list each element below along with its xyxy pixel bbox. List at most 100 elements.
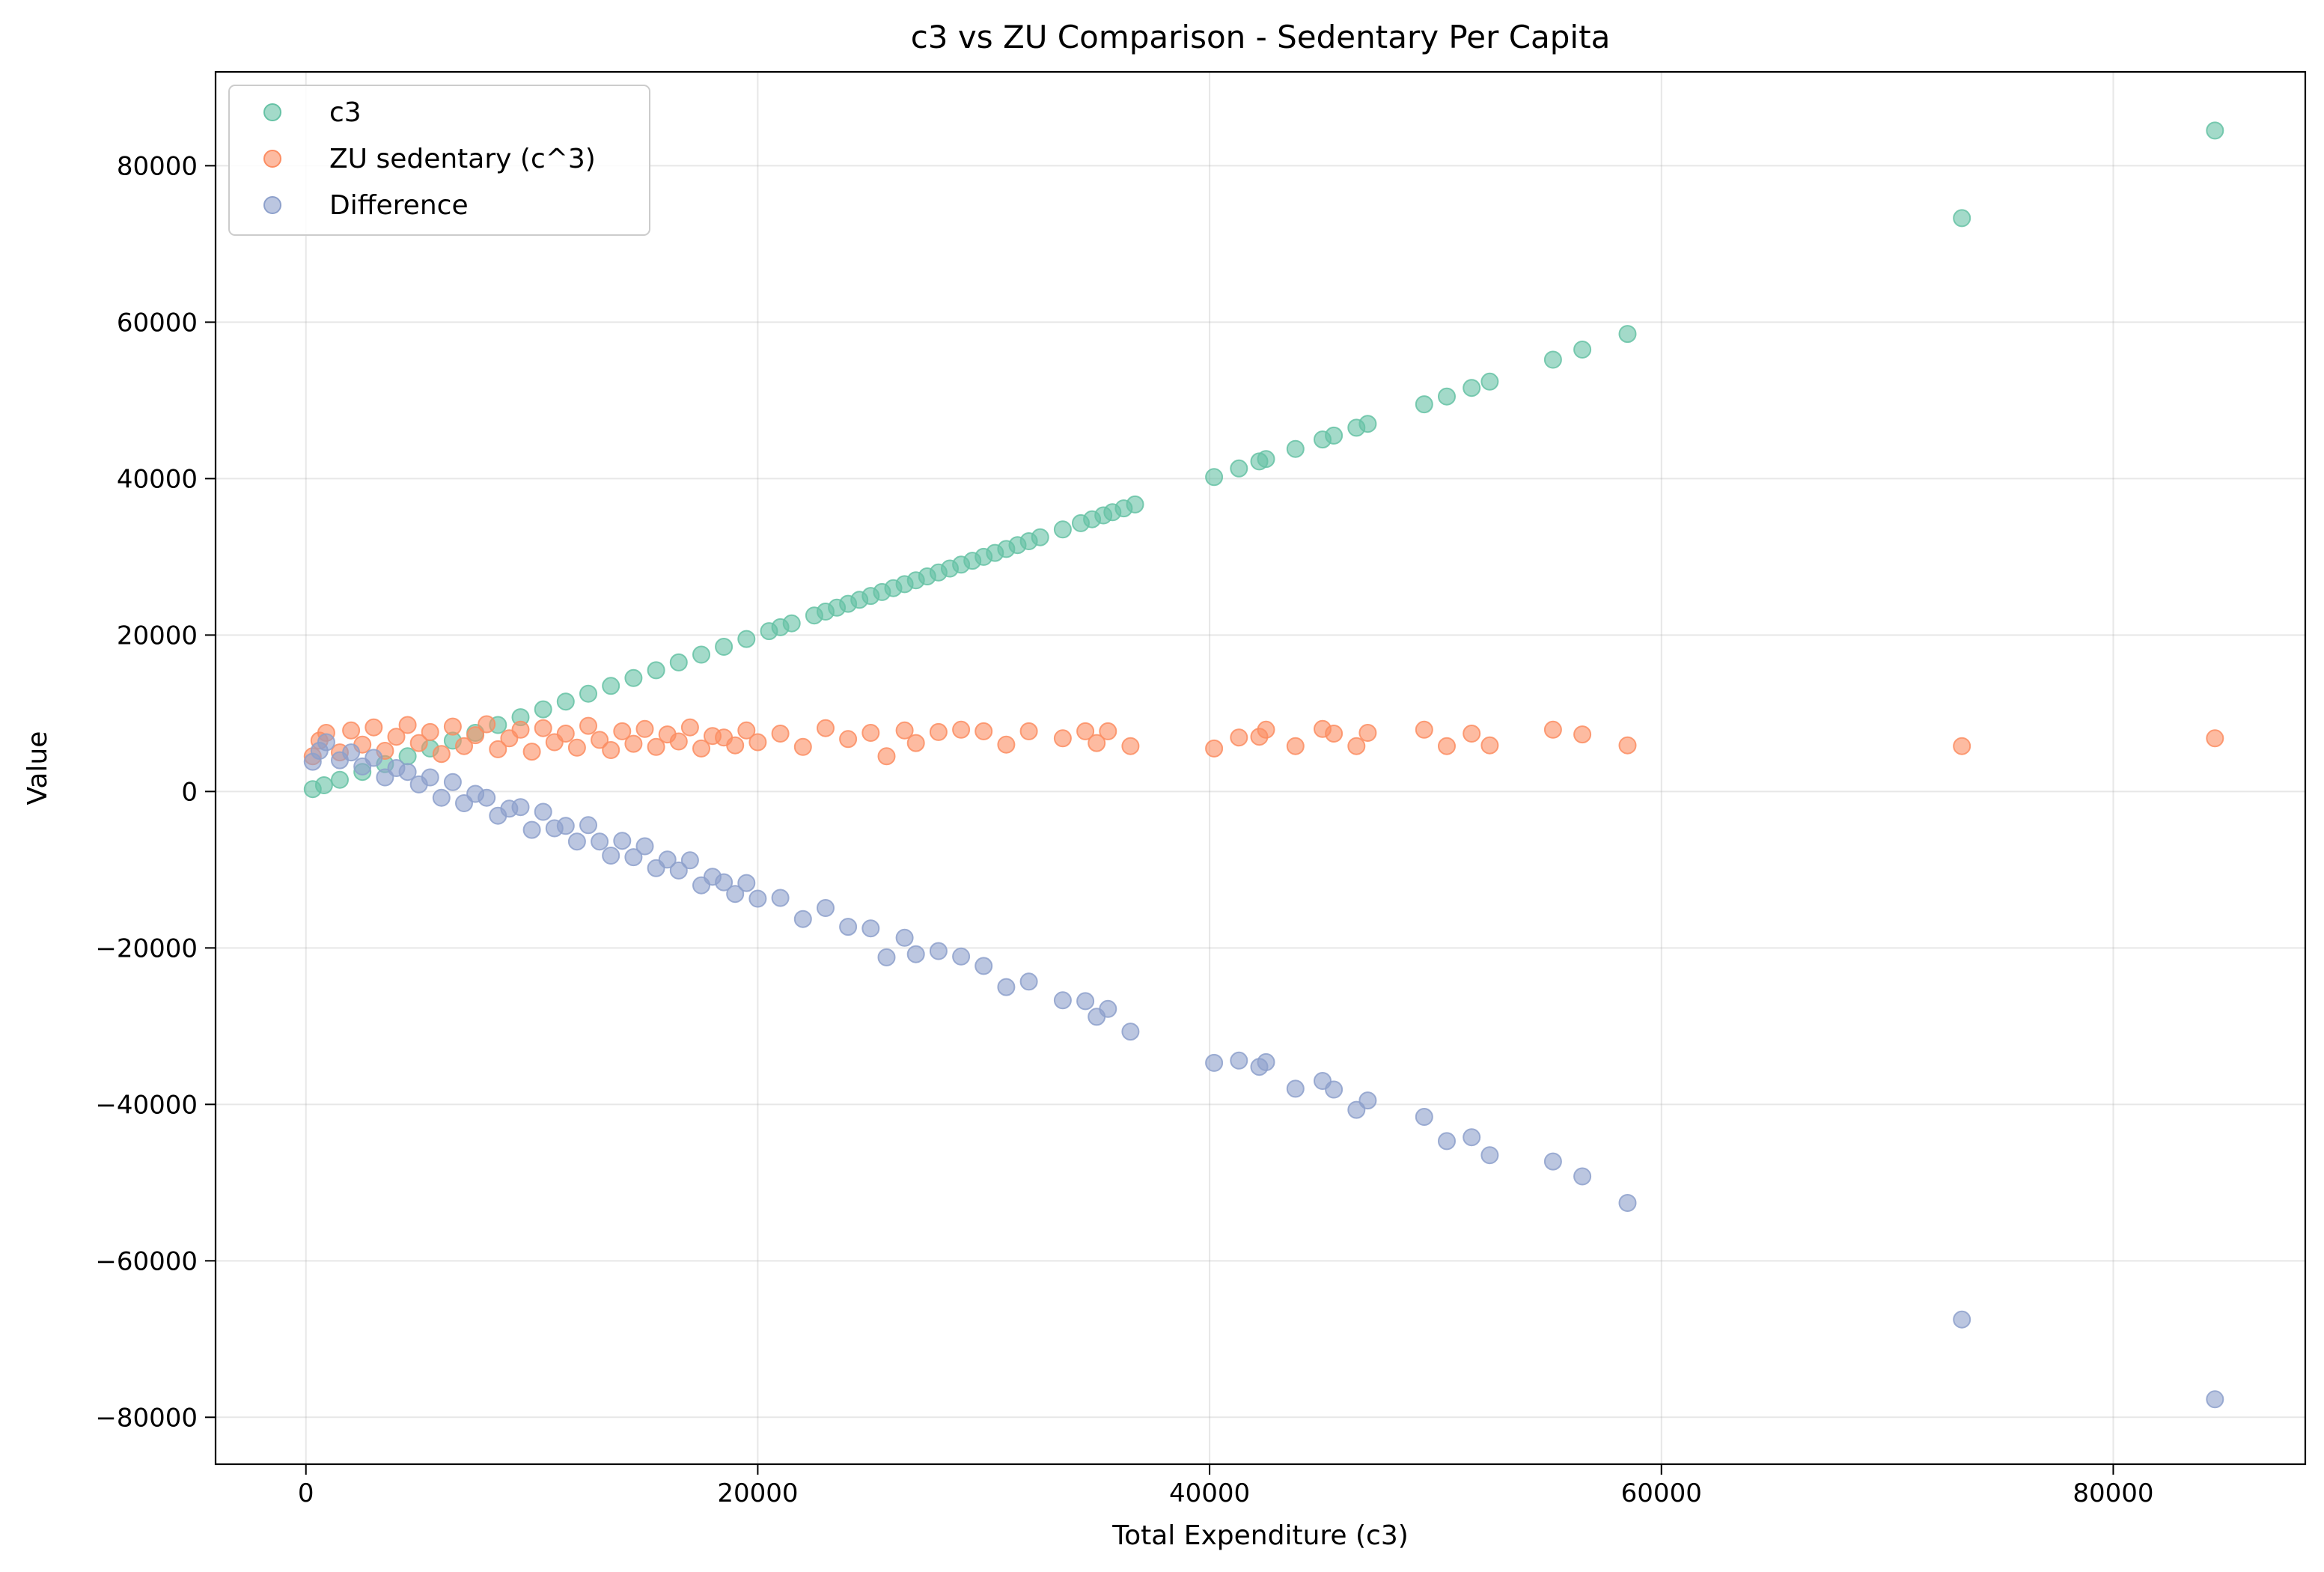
data-point <box>1480 372 1499 391</box>
data-point <box>1205 1053 1224 1072</box>
data-point <box>579 716 597 735</box>
data-point <box>1573 341 1592 359</box>
data-point <box>1099 999 1117 1018</box>
data-point <box>314 776 333 794</box>
data-point <box>1019 972 1038 991</box>
data-point <box>895 928 914 947</box>
data-point <box>556 817 575 835</box>
data-point <box>1415 720 1433 739</box>
legend-marker-zu-sedentary <box>263 150 281 168</box>
data-point <box>1618 736 1637 755</box>
data-point <box>771 725 790 743</box>
y-tick-label: 40000 <box>117 464 198 494</box>
data-point <box>613 832 632 850</box>
data-point <box>1257 1052 1275 1071</box>
data-point <box>748 889 767 908</box>
data-point <box>817 719 835 737</box>
data-point <box>579 816 597 835</box>
data-point <box>567 738 586 757</box>
data-point <box>647 661 665 680</box>
data-point <box>793 910 812 928</box>
data-point <box>906 945 925 963</box>
data-point <box>1205 739 1224 758</box>
data-point <box>522 743 541 761</box>
data-point <box>1121 737 1140 755</box>
x-tick-label: 20000 <box>717 1478 798 1508</box>
data-point <box>365 718 383 737</box>
data-point <box>342 721 361 740</box>
data-point <box>466 726 485 745</box>
data-point <box>1480 1146 1499 1165</box>
data-point <box>1053 991 1072 1010</box>
data-point <box>861 919 880 938</box>
data-point <box>1543 350 1562 369</box>
data-point <box>1286 1079 1305 1098</box>
data-point <box>929 942 948 960</box>
series-0 <box>303 121 2224 799</box>
data-point <box>669 653 688 671</box>
data-point <box>793 737 812 756</box>
data-point <box>331 770 349 789</box>
data-point <box>929 722 948 741</box>
data-point <box>624 668 643 687</box>
legend: c3 ZU sedentary (c^3) Difference <box>228 85 650 236</box>
data-point <box>1076 722 1095 740</box>
data-points <box>303 121 2224 1409</box>
data-point <box>421 722 439 741</box>
data-point <box>692 645 710 664</box>
data-point <box>1463 1128 1481 1147</box>
data-point <box>1121 1023 1140 1041</box>
data-point <box>398 716 417 734</box>
data-point <box>782 614 801 633</box>
data-point <box>1438 387 1456 406</box>
data-point <box>737 874 756 892</box>
data-point <box>1543 1152 1562 1171</box>
data-point <box>1463 379 1481 397</box>
data-point <box>455 737 473 755</box>
data-point <box>1358 724 1377 742</box>
y-tick-label: −40000 <box>95 1090 198 1120</box>
data-point <box>534 719 552 737</box>
data-point <box>1076 992 1095 1011</box>
data-point <box>1325 426 1344 445</box>
data-point <box>1257 720 1275 739</box>
data-point <box>1257 450 1275 469</box>
data-point <box>748 733 767 752</box>
data-point <box>556 692 575 711</box>
data-point <box>432 745 451 764</box>
data-point <box>1325 725 1344 743</box>
data-point <box>647 737 665 756</box>
data-point <box>952 720 971 739</box>
data-point <box>1347 737 1366 755</box>
data-point <box>1286 737 1305 755</box>
data-point <box>624 848 643 867</box>
data-point <box>680 718 699 737</box>
data-point <box>1573 725 1592 744</box>
x-axis-ticks: 0 20000 40000 60000 80000 <box>298 1464 2154 1508</box>
data-point <box>1230 1051 1248 1070</box>
data-point <box>658 850 677 869</box>
y-tick-label: 80000 <box>117 151 198 181</box>
legend-marker-difference <box>263 196 281 214</box>
data-point <box>877 747 896 766</box>
data-point <box>952 947 971 966</box>
y-tick-label: 20000 <box>117 621 198 651</box>
data-point <box>443 717 462 736</box>
data-point <box>1358 415 1377 433</box>
data-point <box>522 820 541 839</box>
data-point <box>1480 736 1499 755</box>
data-point <box>511 798 530 817</box>
data-point <box>906 734 925 752</box>
data-point <box>997 978 1016 996</box>
data-point <box>975 722 993 740</box>
data-point <box>398 763 417 782</box>
data-point <box>997 735 1016 754</box>
data-point <box>421 768 439 787</box>
data-point <box>1953 209 1971 228</box>
data-point <box>1953 737 1971 755</box>
data-point <box>443 773 462 791</box>
data-point <box>1230 459 1248 478</box>
x-tick-label: 40000 <box>1169 1478 1250 1508</box>
data-point <box>877 948 896 966</box>
data-point <box>478 788 496 807</box>
